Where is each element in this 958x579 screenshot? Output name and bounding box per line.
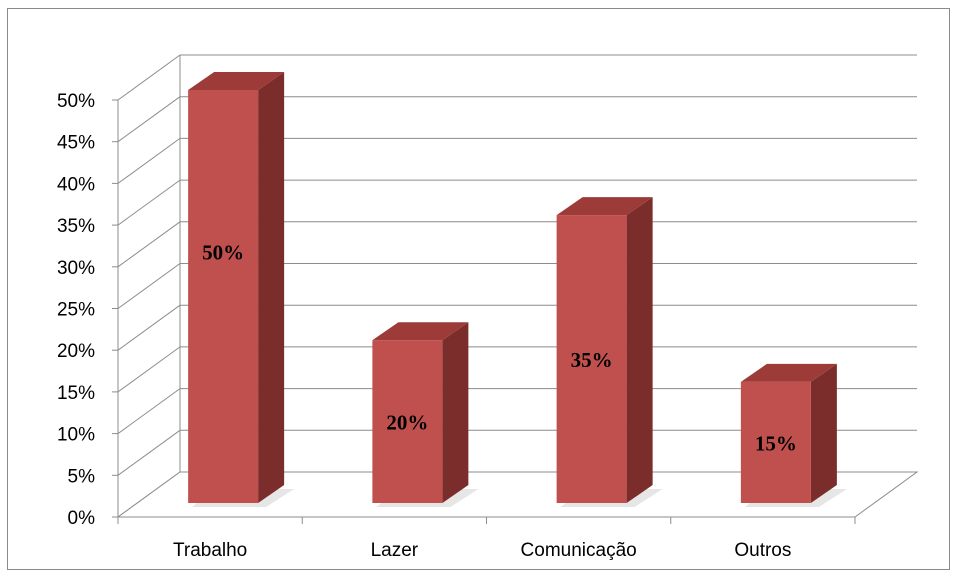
gridline-side bbox=[117, 346, 181, 393]
y-tick-label: 35% bbox=[57, 216, 95, 237]
gridline-side bbox=[117, 304, 181, 351]
gridline-side bbox=[117, 137, 181, 184]
data-label: 15% bbox=[755, 431, 797, 455]
x-category-label: Lazer bbox=[371, 540, 419, 561]
data-label: 20% bbox=[386, 411, 428, 435]
y-tick-label: 25% bbox=[57, 300, 95, 321]
y-tick-label: 15% bbox=[57, 383, 95, 404]
y-axis-tick-labels: 0% 5% 10% 15% 20% 25% 30% 35% 40% 45% 50% bbox=[57, 91, 95, 529]
data-label: 50% bbox=[202, 241, 244, 265]
data-labels: 50% 20% 35% 15% bbox=[202, 241, 797, 456]
y-tick-label: 40% bbox=[57, 174, 95, 195]
y-tick-label: 0% bbox=[68, 508, 96, 529]
x-category-label: Trabalho bbox=[173, 540, 247, 561]
gridline-side bbox=[117, 179, 181, 226]
x-category-label: Outros bbox=[734, 540, 791, 561]
bar-front bbox=[740, 381, 811, 503]
gridline-side bbox=[117, 221, 181, 268]
y-tick-label: 5% bbox=[68, 466, 96, 487]
data-label: 35% bbox=[571, 348, 613, 372]
y-tick-label: 50% bbox=[57, 91, 95, 112]
bar-top bbox=[372, 322, 469, 341]
x-category-label: Comunicação bbox=[521, 540, 637, 561]
bar-front bbox=[188, 90, 259, 503]
axes bbox=[112, 55, 919, 524]
bars bbox=[188, 72, 847, 507]
bar-top bbox=[556, 197, 653, 216]
bar-side bbox=[442, 322, 469, 503]
bar-side bbox=[258, 72, 285, 503]
gridline-side bbox=[117, 388, 181, 435]
bar-front bbox=[556, 215, 627, 503]
y-tick-label: 10% bbox=[57, 425, 95, 446]
bar-trabalho bbox=[188, 72, 295, 507]
bar-side bbox=[626, 197, 653, 503]
y-tick-label: 30% bbox=[57, 258, 95, 279]
bar-top bbox=[740, 363, 837, 382]
y-tick-label: 20% bbox=[57, 341, 95, 362]
gridline-side bbox=[117, 96, 181, 143]
gridline-side bbox=[117, 54, 181, 101]
gridline-side bbox=[117, 429, 181, 476]
bar-lazer bbox=[372, 322, 479, 507]
y-tick-label: 45% bbox=[57, 133, 95, 154]
bar-side bbox=[810, 363, 837, 503]
bar-front bbox=[372, 340, 443, 503]
bar-outros bbox=[740, 363, 847, 507]
bar-top bbox=[188, 72, 285, 90]
gridline-side bbox=[117, 263, 181, 309]
bar-comunicacao bbox=[556, 197, 663, 507]
x-axis-category-labels: Trabalho Lazer Comunicação Outros bbox=[173, 540, 791, 561]
